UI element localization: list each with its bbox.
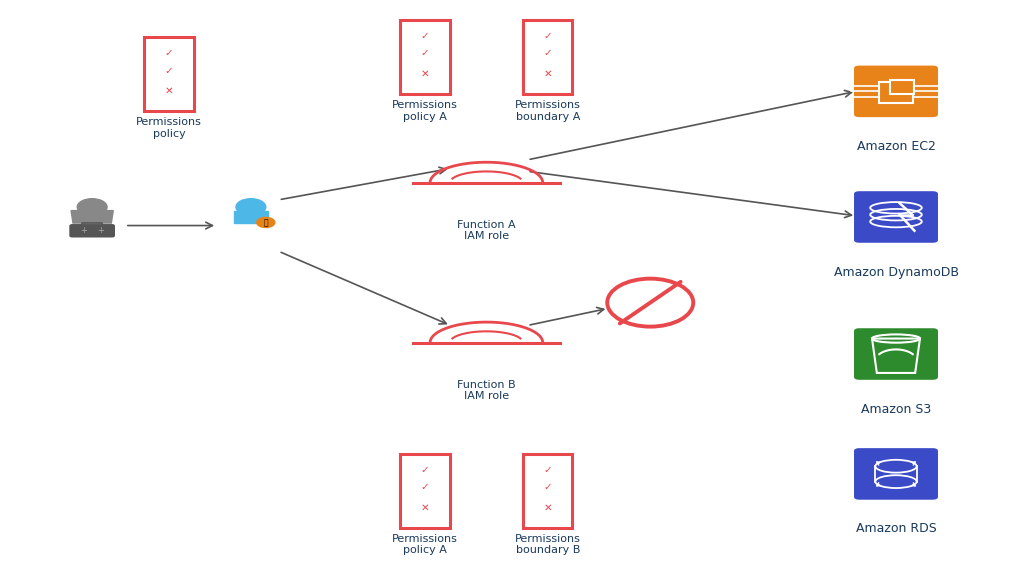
FancyBboxPatch shape: [890, 80, 913, 94]
Text: Permissions
policy: Permissions policy: [136, 117, 202, 139]
Text: ✓: ✓: [421, 31, 429, 41]
FancyBboxPatch shape: [70, 225, 114, 236]
Text: ✓: ✓: [165, 49, 173, 58]
FancyBboxPatch shape: [854, 448, 938, 500]
Text: Function A
IAM role: Function A IAM role: [457, 220, 516, 242]
Circle shape: [236, 199, 266, 215]
Text: Permissions
boundary A: Permissions boundary A: [515, 100, 581, 122]
Circle shape: [77, 199, 108, 215]
Text: ✓: ✓: [165, 66, 173, 75]
Text: ✓: ✓: [544, 31, 552, 41]
Text: +: +: [97, 226, 104, 235]
Text: ✓: ✓: [421, 49, 429, 58]
Circle shape: [257, 218, 274, 227]
Text: ✕: ✕: [421, 69, 429, 78]
Polygon shape: [233, 211, 268, 223]
Text: Function B
IAM role: Function B IAM role: [457, 380, 516, 401]
Text: +: +: [80, 226, 87, 235]
FancyBboxPatch shape: [854, 328, 938, 380]
Text: Amazon S3: Amazon S3: [861, 403, 931, 416]
Text: ✕: ✕: [544, 502, 552, 512]
Text: ✓: ✓: [421, 482, 429, 492]
Text: ✓: ✓: [544, 465, 552, 475]
Text: Permissions
policy A: Permissions policy A: [392, 534, 458, 556]
FancyBboxPatch shape: [854, 191, 938, 243]
Text: ✓: ✓: [544, 49, 552, 58]
Text: 🔑: 🔑: [263, 218, 268, 227]
Text: ✕: ✕: [165, 86, 173, 95]
Text: Amazon RDS: Amazon RDS: [856, 522, 936, 536]
Text: ✓: ✓: [544, 482, 552, 492]
Polygon shape: [71, 211, 114, 223]
Text: ✕: ✕: [544, 69, 552, 78]
Text: Amazon EC2: Amazon EC2: [856, 140, 936, 153]
FancyBboxPatch shape: [854, 66, 938, 117]
Text: Amazon DynamoDB: Amazon DynamoDB: [834, 266, 958, 279]
Text: ✕: ✕: [421, 502, 429, 512]
Text: Permissions
boundary B: Permissions boundary B: [515, 534, 581, 556]
Text: Permissions
policy A: Permissions policy A: [392, 100, 458, 122]
Text: ✓: ✓: [421, 465, 429, 475]
